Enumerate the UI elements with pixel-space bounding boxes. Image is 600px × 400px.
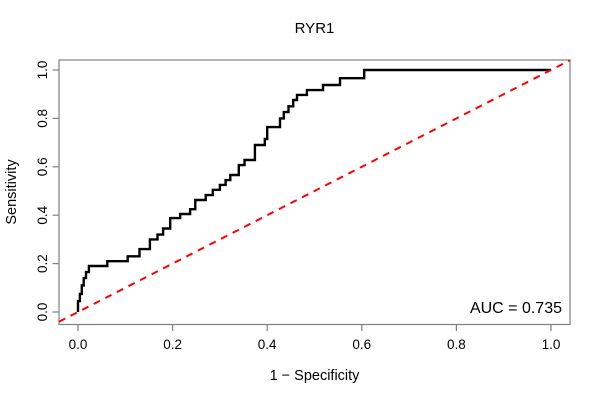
- x-axis-label: 1 − Specificity: [270, 368, 361, 384]
- chart-title: RYR1: [295, 20, 335, 37]
- y-axis-ticks: 0.0 0.2 0.4 0.6 0.8 1.0: [35, 61, 59, 322]
- x-tick-label: 0.0: [69, 337, 88, 352]
- x-axis-ticks: 0.0 0.2 0.4 0.6 0.8 1.0: [69, 324, 561, 352]
- x-tick-label: 0.8: [447, 337, 466, 352]
- y-tick-label: 0.2: [35, 254, 50, 273]
- x-tick-label: 1.0: [542, 337, 561, 352]
- x-tick-label: 0.2: [163, 337, 182, 352]
- x-tick-label: 0.6: [352, 337, 371, 352]
- plot-frame: [58, 59, 571, 326]
- y-tick-label: 0.0: [35, 303, 50, 322]
- y-tick-label: 0.8: [35, 109, 50, 128]
- auc-annotation: AUC = 0.735: [470, 300, 562, 317]
- chance-diagonal-line: [58, 59, 571, 323]
- y-tick-label: 0.4: [35, 205, 50, 224]
- y-axis-label: Sensitivity: [4, 159, 20, 225]
- x-tick-label: 0.4: [258, 337, 277, 352]
- y-tick-label: 1.0: [35, 61, 50, 80]
- roc-curve-line: [76, 68, 551, 312]
- y-tick-label: 0.6: [35, 157, 50, 176]
